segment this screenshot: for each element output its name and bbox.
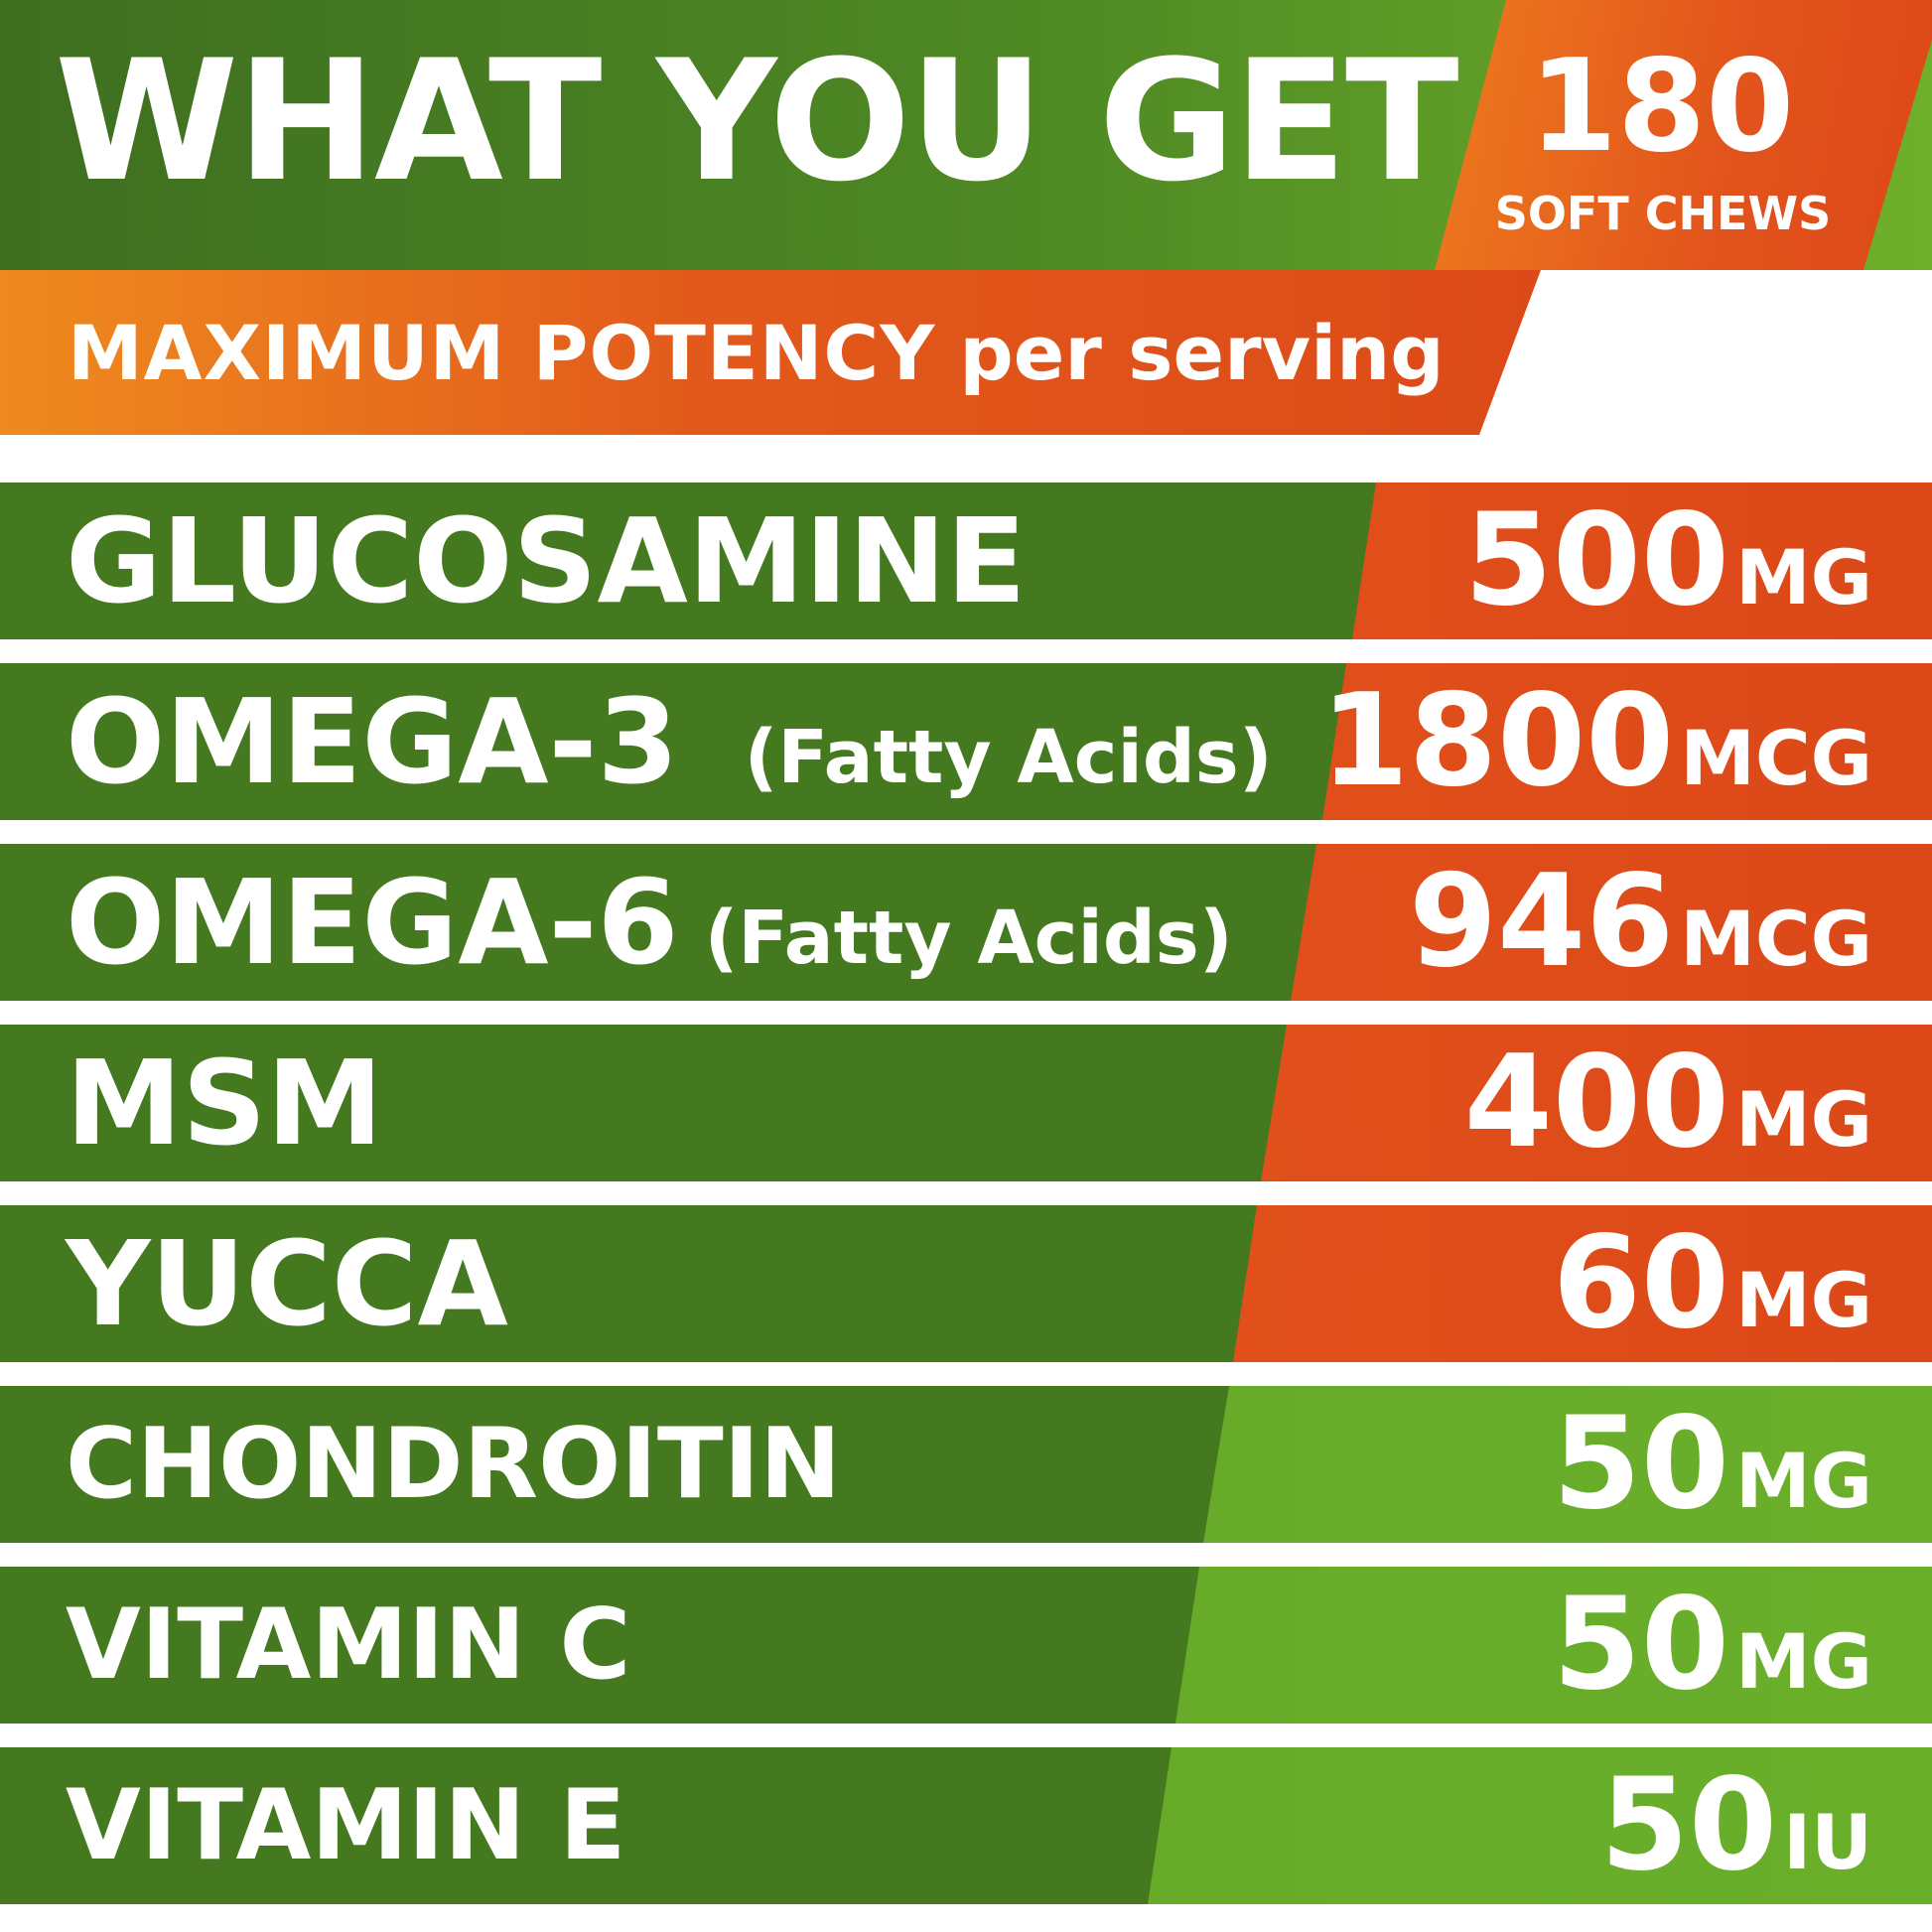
value-number: 500 (1463, 486, 1729, 634)
ingredient-value: 1800MCG (1320, 663, 1872, 820)
badge-count: 180 (1529, 33, 1795, 181)
ingredient-name: MSM (66, 1035, 383, 1172)
value-number: 50 (1552, 1390, 1729, 1538)
ingredient-row: OMEGA-6 (Fatty Acids) 946MCG (0, 844, 1932, 1001)
ingredient-name: OMEGA-3 (Fatty Acids) (66, 663, 1273, 820)
value-unit: MG (1734, 1075, 1872, 1164)
potency-ribbon (0, 270, 1541, 435)
potency-strong: MAXIMUM POTENCY (68, 309, 936, 397)
ingredient-name: YUCCA (66, 1215, 508, 1352)
ingredient-note: (Fatty Acids) (704, 896, 1233, 981)
ingredient-value: 50IU (1600, 1747, 1872, 1904)
value-number: 1800 (1319, 667, 1675, 815)
value-unit: MCG (1680, 714, 1872, 802)
ingredient-row: YUCCA 60MG (0, 1205, 1932, 1362)
value-unit: IU (1783, 1798, 1872, 1886)
value-unit: MG (1734, 533, 1872, 621)
value-unit: MCG (1680, 895, 1872, 983)
potency-light: per serving (959, 309, 1445, 397)
ingredient-value: 50MG (1553, 1567, 1872, 1724)
ingredient-row: CHONDROITIN 50MG (0, 1386, 1932, 1543)
value-unit: MG (1734, 1437, 1872, 1525)
ingredient-name: OMEGA-6 (Fatty Acids) (66, 844, 1233, 1001)
value-number: 946 (1409, 848, 1675, 996)
ingredient-row: OMEGA-3 (Fatty Acids) 1800MCG (0, 663, 1932, 820)
count-badge (1435, 0, 1932, 270)
ingredient-value: 50MG (1553, 1386, 1872, 1543)
ingredient-value: 500MG (1464, 483, 1872, 639)
ingredient-value: 946MCG (1409, 844, 1872, 1001)
ingredient-name: VITAMIN C (66, 1588, 631, 1702)
ingredient-row: VITAMIN C 50MG (0, 1567, 1932, 1724)
ingredient-name: GLUCOSAMINE (66, 492, 1027, 629)
ingredient-name: CHONDROITIN (66, 1408, 842, 1521)
value-number: 50 (1599, 1751, 1777, 1899)
value-unit: MG (1734, 1617, 1872, 1706)
page-title: WHAT YOU GET (55, 24, 1459, 218)
ingredient-row: MSM 400MG (0, 1025, 1932, 1181)
ingredient-row: VITAMIN E 50IU (0, 1747, 1932, 1904)
ingredient-name-text: OMEGA-6 (66, 854, 679, 991)
badge-label: SOFT CHEWS (1494, 187, 1832, 240)
ingredient-value: 400MG (1464, 1025, 1872, 1181)
value-number: 400 (1463, 1029, 1729, 1176)
ingredient-note: (Fatty Acids) (744, 715, 1273, 800)
value-unit: MG (1734, 1256, 1872, 1344)
ingredient-name: VITAMIN E (66, 1769, 626, 1882)
ingredient-name-text: OMEGA-3 (66, 673, 679, 810)
ingredient-row: GLUCOSAMINE 500MG (0, 483, 1932, 639)
potency-text: MAXIMUM POTENCY per serving (68, 316, 1445, 391)
ingredient-value: 60MG (1553, 1205, 1872, 1362)
value-number: 50 (1552, 1571, 1729, 1719)
value-number: 60 (1552, 1209, 1729, 1357)
